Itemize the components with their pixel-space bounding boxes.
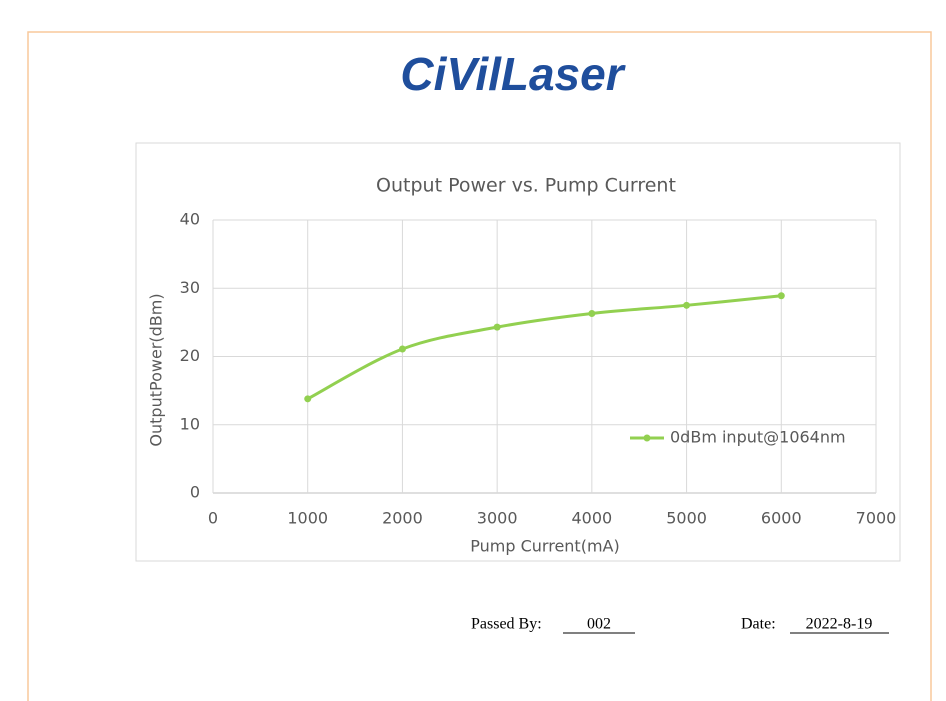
x-tick-label: 2000 xyxy=(382,509,423,528)
data-point xyxy=(493,323,501,331)
x-axis-label: Pump Current(mA) xyxy=(470,537,619,556)
x-tick-label: 7000 xyxy=(856,509,897,528)
date-label: Date: xyxy=(741,616,776,633)
x-tick-label: 1000 xyxy=(287,509,328,528)
chart-frame xyxy=(135,142,901,562)
data-point xyxy=(398,345,406,353)
series-line xyxy=(306,294,783,401)
data-point xyxy=(683,301,691,309)
y-tick-label: 40 xyxy=(180,210,200,229)
y-tick-label: 0 xyxy=(190,483,200,502)
y-axis-label: OutputPower(dBm) xyxy=(147,293,166,446)
legend-label: 0dBm input@1064nm xyxy=(670,428,846,447)
passed-by-value: 002 xyxy=(587,616,611,633)
x-tick-label: 5000 xyxy=(666,509,707,528)
x-tick-label: 6000 xyxy=(761,509,802,528)
y-tick-label: 30 xyxy=(180,278,200,297)
y-tick-label: 20 xyxy=(180,346,200,365)
x-tick-label: 0 xyxy=(208,509,218,528)
logo: CiVilLaser xyxy=(400,48,625,100)
passed-by-label: Passed By: xyxy=(471,616,542,633)
data-point xyxy=(304,395,312,403)
x-tick-label: 4000 xyxy=(571,509,612,528)
x-tick-label: 3000 xyxy=(477,509,518,528)
data-point xyxy=(777,292,785,300)
y-tick-label: 10 xyxy=(180,414,200,433)
chart-title: Output Power vs. Pump Current xyxy=(376,175,676,197)
data-point xyxy=(588,310,596,318)
legend-marker xyxy=(643,434,651,442)
date-value: 2022-8-19 xyxy=(806,616,873,633)
page-border xyxy=(27,31,932,701)
